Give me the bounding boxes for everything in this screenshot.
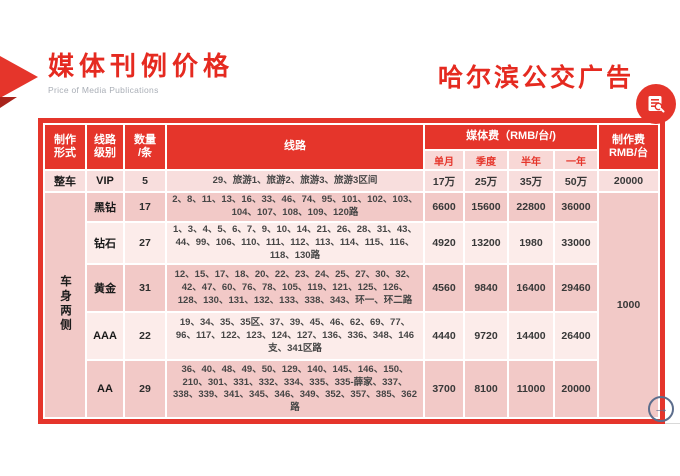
page-title: 媒体刊例价格 <box>48 51 235 81</box>
cell-fee-month: 3700 <box>425 361 463 418</box>
cell-fee-half: 16400 <box>509 265 553 312</box>
cell-fee-quarter: 8100 <box>465 361 507 418</box>
cell-side-production-fee: 1000 <box>599 193 659 418</box>
cell-level: 黄金 <box>87 265 123 312</box>
cell-qty: 5 <box>125 171 165 191</box>
document-preview-icon[interactable] <box>636 84 676 124</box>
cell-fee-year: 29460 <box>555 265 598 312</box>
cell-lines: 19、34、35、35区、37、39、45、46、62、69、77、96、117… <box>167 313 423 360</box>
cell-fee-year: 20000 <box>555 361 598 418</box>
cell-fee-month: 4920 <box>425 223 463 264</box>
cell-fee-year: 33000 <box>555 223 598 264</box>
price-table: 制作 形式 线路 级别 数量 /条 线路 媒体费（RMB/台/) 制作费 RMB… <box>38 118 666 425</box>
table-row: AAA 22 19、34、35、35区、37、39、45、46、62、69、77… <box>45 313 658 360</box>
cell-fee-quarter: 13200 <box>465 223 507 264</box>
cell-fee-half: 14400 <box>509 313 553 360</box>
cell-fee-month: 4560 <box>425 265 463 312</box>
cell-level: AAA <box>87 313 123 360</box>
cell-fee-month: 6600 <box>425 193 463 221</box>
col-header-month: 单月 <box>425 151 463 169</box>
table-row: 钻石 27 1、3、4、5、6、7、9、10、14、21、26、28、31、43… <box>45 223 658 264</box>
cell-qty: 22 <box>125 313 165 360</box>
table-row: 车身两侧 黑钻 17 2、8、11、13、16、33、46、74、95、101、… <box>45 193 659 418</box>
document-magnifier-icon <box>648 96 665 113</box>
cell-level: 黑钻 <box>87 193 123 221</box>
cell-production-fee: 20000 <box>599 171 659 191</box>
header: 媒体刊例价格 Price of Media Publications <box>48 52 234 95</box>
cell-fee-half: 35万 <box>509 171 553 191</box>
page-subtitle: Price of Media Publications <box>48 84 159 95</box>
cell-fee-year: 36000 <box>555 193 598 221</box>
cell-lines: 29、旅游1、旅游2、旅游3、旅游3区间 <box>167 171 423 191</box>
cell-qty: 17 <box>125 193 165 221</box>
cell-fee-quarter: 15600 <box>465 193 507 221</box>
cell-side-group: 车身两侧 <box>45 193 85 418</box>
arrow-ribbon-icon <box>0 56 38 98</box>
cell-qty: 31 <box>125 265 165 312</box>
col-header-half-year: 半年 <box>509 151 553 169</box>
cell-fee-quarter: 25万 <box>465 171 507 191</box>
cell-level: VIP <box>87 171 123 191</box>
col-header-production-fee: 制作费 RMB/台 <box>599 125 659 169</box>
cell-fee-quarter: 9840 <box>465 265 507 312</box>
cell-fee-month: 17万 <box>425 171 463 191</box>
cell-lines: 36、40、48、49、50、129、140、145、146、150、210、3… <box>167 361 423 418</box>
cell-lines: 2、8、11、13、16、33、46、74、95、101、102、103、104… <box>167 193 423 221</box>
cell-fee-quarter: 9720 <box>465 313 507 360</box>
cell-level: AA <box>87 361 123 418</box>
table-row: AA 29 36、40、48、49、50、129、140、145、146、150… <box>45 361 658 418</box>
table-row: 黄金 31 12、15、17、18、20、22、23、24、25、27、30、3… <box>45 265 658 312</box>
col-header-quantity: 数量 /条 <box>125 125 165 169</box>
col-header-lines: 线路 <box>167 125 423 169</box>
cell-fee-year: 50万 <box>555 171 598 191</box>
cell-fee-month: 4440 <box>425 313 463 360</box>
cell-fee-half: 1980 <box>509 223 553 264</box>
cell-fee-half: 11000 <box>509 361 553 418</box>
cell-form: 整车 <box>45 171 85 191</box>
cell-lines: 12、15、17、18、20、22、23、24、25、27、30、32、42、4… <box>167 265 423 312</box>
col-header-production-form: 制作 形式 <box>45 125 85 169</box>
arrow-right-icon: → <box>653 400 669 417</box>
cell-fee-half: 22800 <box>509 193 553 221</box>
col-header-quarter: 季度 <box>465 151 507 169</box>
brand-title: 哈尔滨公交广告 <box>437 64 634 92</box>
cell-fee-year: 26400 <box>555 313 598 360</box>
col-header-line-level: 线路 级别 <box>87 125 123 169</box>
next-slide-button[interactable]: → <box>648 396 674 422</box>
cell-qty: 27 <box>125 223 165 264</box>
col-header-media-fee: 媒体费（RMB/台/) <box>425 125 598 149</box>
cell-level: 钻石 <box>87 223 123 264</box>
col-header-year: 一年 <box>555 151 598 169</box>
table-row: 整车 VIP 5 29、旅游1、旅游2、旅游3、旅游3区间 17万 25万 35… <box>45 171 659 191</box>
cell-lines: 1、3、4、5、6、7、9、10、14、21、26、28、31、43、44、99… <box>167 223 423 264</box>
cell-qty: 29 <box>125 361 165 418</box>
arrow-ribbon-fold <box>0 97 17 108</box>
